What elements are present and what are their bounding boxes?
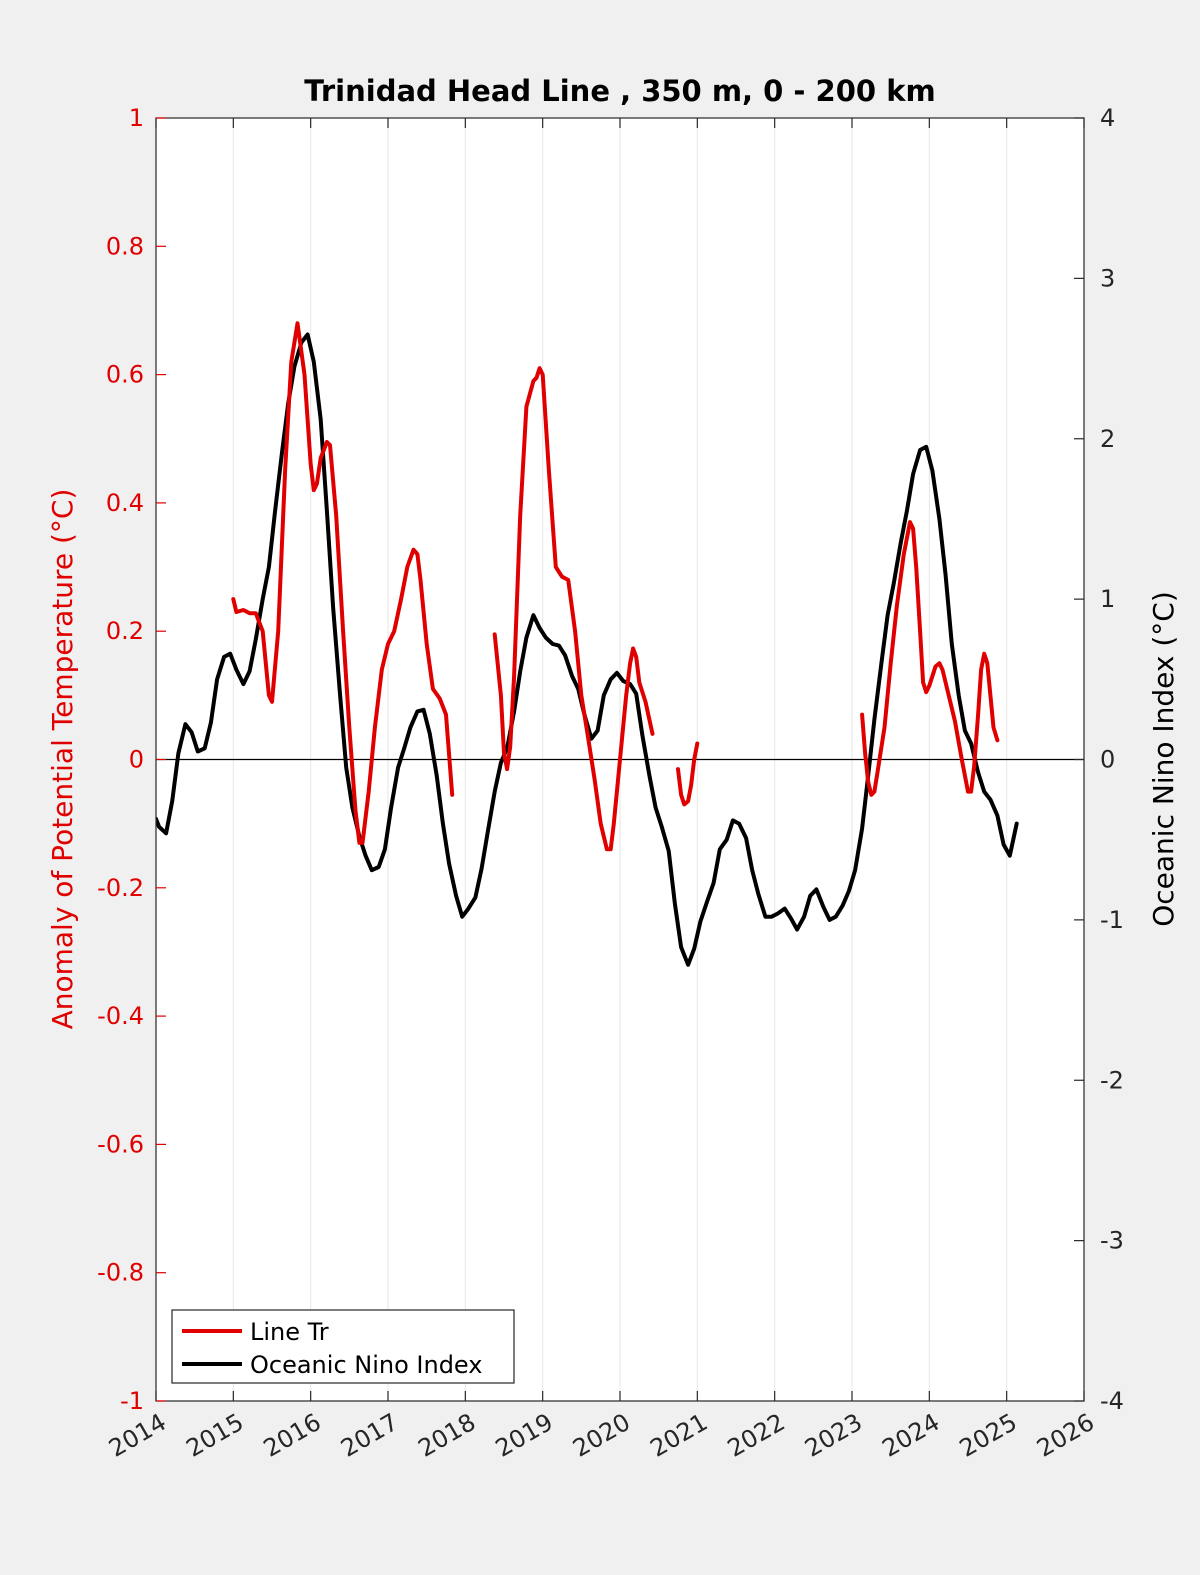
y-tick-label-right: 4 [1100, 104, 1115, 132]
chart-title: Trinidad Head Line , 350 m, 0 - 200 km [304, 74, 935, 108]
y-tick-label-left: 0.4 [106, 489, 144, 517]
x-tick-label: 2014 [104, 1408, 171, 1463]
y-tick-label-left: 0.6 [106, 361, 144, 389]
x-tick-label: 2026 [1032, 1408, 1099, 1463]
y-tick-label-right: 1 [1100, 585, 1115, 613]
y-tick-label-right: 0 [1100, 746, 1115, 774]
y-axis-right-label: Oceanic Nino Index (°C) [1147, 591, 1180, 927]
x-tick-label: 2019 [491, 1408, 558, 1463]
x-tick-label: 2015 [181, 1408, 248, 1463]
y-axis-left-label: Anomaly of Potential Temperature (°C) [46, 489, 79, 1030]
y-tick-label-left: -1 [120, 1387, 144, 1415]
x-tick-label: 2025 [955, 1408, 1022, 1463]
x-tick-label: 2020 [568, 1408, 635, 1463]
y-tick-label-left: -0.6 [97, 1130, 144, 1158]
y-tick-label-right: 3 [1100, 264, 1115, 292]
y-tick-label-right: -2 [1100, 1066, 1124, 1094]
x-tick-label: 2024 [877, 1408, 944, 1463]
y-tick-label-left: 0.2 [106, 617, 144, 645]
y-tick-label-left: -0.4 [97, 1002, 144, 1030]
y-tick-label-left: 0.8 [106, 232, 144, 260]
legend-label-oni: Oceanic Nino Index [250, 1351, 482, 1379]
series-line-tr-segment [676, 741, 700, 807]
y-tick-label-left: -0.8 [97, 1259, 144, 1287]
legend-label-line-tr: Line Tr [250, 1318, 329, 1346]
y-tick-label-left: -0.2 [97, 874, 144, 902]
legend: Line Tr Oceanic Nino Index [171, 1309, 515, 1384]
y-tick-label-left: 0 [129, 746, 144, 774]
x-tick-label: 2023 [800, 1408, 867, 1463]
y-tick-label-right: -4 [1100, 1387, 1124, 1415]
y-tick-label-left: 1 [129, 104, 144, 132]
series-line-tr-segment [860, 520, 1000, 797]
y-tick-label-right: -1 [1100, 906, 1124, 934]
y-axis-right: 4 3 2 1 0 -1 -2 -3 -4 [1074, 104, 1124, 1415]
series-line-tr-segment [231, 321, 455, 845]
series-layer [156, 321, 1019, 967]
legend-box [171, 1309, 515, 1384]
x-tick-label: 2016 [259, 1408, 326, 1463]
y-axis-left: 1 0.8 0.6 0.4 0.2 0 -0.2 -0.4 -0.6 -0.8 -1 [97, 104, 166, 1415]
x-tick-label: 2021 [645, 1408, 712, 1463]
y-tick-label-right: -3 [1100, 1227, 1124, 1255]
x-tick-label: 2018 [413, 1408, 480, 1463]
y-tick-label-right: 2 [1100, 425, 1115, 453]
x-tick-label: 2017 [336, 1408, 403, 1463]
x-tick-label: 2022 [723, 1408, 790, 1463]
series-line-tr-segment [492, 366, 655, 852]
